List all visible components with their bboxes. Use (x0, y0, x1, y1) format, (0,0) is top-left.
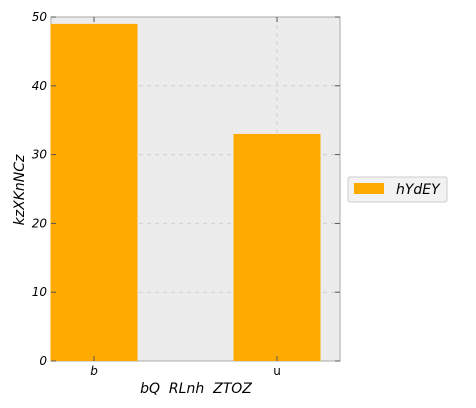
y-tick-label: 20 (32, 216, 48, 230)
bar-b (50, 23, 138, 361)
y-tick-label: 40 (32, 79, 48, 93)
legend: hYdEY (347, 176, 448, 203)
y-tick-label: 10 (32, 285, 48, 299)
x-tick-label: u (273, 364, 281, 378)
y-tick-label: 30 (32, 148, 48, 162)
y-axis-label: kzXKnNCz (12, 154, 28, 225)
legend-swatch (354, 183, 384, 194)
x-tick-label: b (90, 364, 98, 378)
x-axis-label: bQ RLnh ZTOZ (140, 381, 252, 397)
y-tick-label: 50 (32, 10, 48, 24)
bar-u (233, 133, 321, 361)
legend-label: hYdEY (396, 182, 441, 198)
y-tick-label: 0 (39, 354, 47, 368)
y-axis-ticks: 0 10 20 30 40 50 (32, 10, 340, 368)
bars (50, 23, 321, 361)
